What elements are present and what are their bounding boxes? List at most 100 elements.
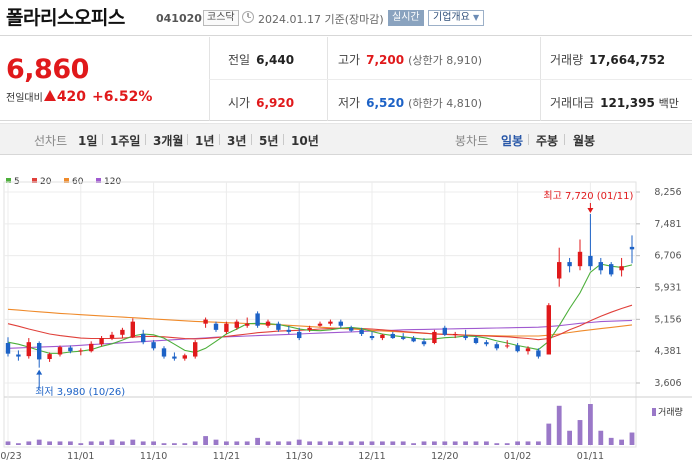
y-tick-label: 3,606 xyxy=(654,378,681,389)
candle-body xyxy=(141,333,146,343)
volume-bar xyxy=(577,420,583,445)
tab-1day[interactable]: 1일 xyxy=(78,134,98,148)
volume-bar xyxy=(619,439,624,445)
stat-label: 전일 xyxy=(228,53,251,67)
chart-period-tabs: 선차트 1일 1주일 3개월 1년 3년 5년 10년 봉차트 일봉 주봉 월봉 xyxy=(0,123,692,155)
stat-volume: 거래량 17,664,752 xyxy=(550,51,665,68)
volume-bar xyxy=(213,439,219,445)
y-axis: 3,606 4,381 5,156 5,931 6,706 7,481 8,256 xyxy=(654,187,681,389)
volume-bar xyxy=(109,439,115,445)
legend-swatch xyxy=(96,178,101,183)
candles xyxy=(5,214,635,368)
volume-bar xyxy=(244,441,250,445)
candle-body xyxy=(359,329,364,334)
candle-chart-label: 봉차트 xyxy=(455,134,489,148)
stat-sub: (상한가 8,910) xyxy=(408,54,482,67)
stat-label: 시가 xyxy=(228,96,251,110)
stat-label: 거래량 xyxy=(550,53,584,67)
y-tick-label: 6,706 xyxy=(654,251,681,262)
x-tick-label: 12/11 xyxy=(358,451,385,462)
stat-value: 6,440 xyxy=(256,53,295,67)
volume-bar xyxy=(608,437,614,445)
candle-body xyxy=(421,341,427,345)
low-annotation: 최저 3,980 (10/26) xyxy=(35,386,125,398)
annotations: 최고 7,720 (01/11) 최저 3,980 (10/26) xyxy=(35,190,633,398)
volume-bar xyxy=(276,441,281,445)
stock-code: 041020 xyxy=(156,12,202,25)
candle-body xyxy=(47,354,52,360)
candle-body xyxy=(265,321,271,326)
tab-5year[interactable]: 5년 xyxy=(259,134,279,148)
candle-body xyxy=(37,342,42,360)
stat-value: 7,200 xyxy=(366,53,405,67)
volume-bar xyxy=(224,441,229,445)
candlestick-chart[interactable]: 5 20 60 120 3,6064,3815,1565,9316,7067,4818… xyxy=(0,156,692,470)
volume-bar xyxy=(16,443,21,445)
candle-body xyxy=(255,313,260,326)
candle-body xyxy=(89,343,94,352)
price-panel: 6,860 전일대비 420 +6.52% 전일 6,440 고가 7,200 (상한가 … xyxy=(0,37,692,121)
company-overview-button[interactable]: 기업개요 ▼ xyxy=(428,10,485,26)
x-tick-label: 12/20 xyxy=(431,451,458,462)
candle-body xyxy=(203,319,208,324)
candle-body xyxy=(546,305,551,355)
candle-body xyxy=(494,344,499,349)
candle-body xyxy=(245,323,250,326)
volume-bar xyxy=(286,441,292,445)
x-tick-label: 11/21 xyxy=(213,451,240,462)
candle-body xyxy=(629,246,635,250)
tab-3month[interactable]: 3개월 xyxy=(153,134,184,148)
tab-separator xyxy=(251,134,252,145)
chevron-down-icon: ▼ xyxy=(473,13,480,22)
realtime-button[interactable]: 실시간 xyxy=(388,10,424,26)
candle-body xyxy=(99,338,104,345)
tab-separator xyxy=(102,134,103,145)
candle-body xyxy=(484,342,489,345)
tab-1year[interactable]: 1년 xyxy=(195,134,215,148)
tab-weekly-candle[interactable]: 주봉 xyxy=(536,134,559,148)
y-tick-label: 4,381 xyxy=(654,346,681,357)
candle-body xyxy=(109,334,115,339)
stat-unit: 백만 xyxy=(658,97,679,110)
tab-10year[interactable]: 10년 xyxy=(291,134,319,148)
volume-bar xyxy=(411,443,416,445)
volume-bar xyxy=(78,443,84,445)
legend-swatch xyxy=(64,178,69,183)
candle-body xyxy=(182,355,187,359)
candle-body xyxy=(411,338,416,342)
change-row: 전일대비 420 +6.52% xyxy=(6,89,152,105)
volume-bar xyxy=(598,430,604,445)
volume-bar xyxy=(5,441,11,445)
candle-body xyxy=(213,323,219,330)
company-overview-label: 기업개요 xyxy=(433,12,470,23)
candle-body xyxy=(68,347,73,352)
candle-body xyxy=(16,354,21,357)
volume-bar xyxy=(151,441,156,445)
tab-1week[interactable]: 1주일 xyxy=(110,134,141,148)
candle-body xyxy=(26,342,31,357)
candle-body xyxy=(432,331,437,343)
volume-bars: 거래량 xyxy=(5,404,683,445)
candle-body xyxy=(463,336,468,339)
tab-monthly-candle[interactable]: 월봉 xyxy=(573,134,596,148)
volume-bar xyxy=(120,441,125,445)
candle-body xyxy=(380,334,385,339)
stat-turnover: 거래대금 121,395 백만 xyxy=(550,94,679,111)
stat-value: 121,395 xyxy=(600,96,655,110)
legend-swatch xyxy=(32,178,37,183)
volume-bar xyxy=(265,441,271,445)
tab-3year[interactable]: 3년 xyxy=(227,134,247,148)
as-of-date: 2024.01.17 기준(장마감) xyxy=(258,13,384,26)
volume-bar xyxy=(588,404,593,445)
volume-label: 거래량 xyxy=(658,406,683,418)
volume-bar xyxy=(567,430,572,445)
stat-low: 저가 6,520 (하한가 4,810) xyxy=(338,94,482,111)
candle-body xyxy=(588,255,593,267)
y-tick-label: 8,256 xyxy=(654,187,681,198)
high-annotation: 최고 7,720 (01/11) xyxy=(543,190,633,202)
volume-bar xyxy=(328,441,333,445)
tab-daily-candle[interactable]: 일봉 xyxy=(501,134,524,148)
stat-high: 고가 7,200 (상한가 8,910) xyxy=(338,51,482,68)
candle-body xyxy=(567,262,572,267)
volume-bar xyxy=(99,441,104,445)
